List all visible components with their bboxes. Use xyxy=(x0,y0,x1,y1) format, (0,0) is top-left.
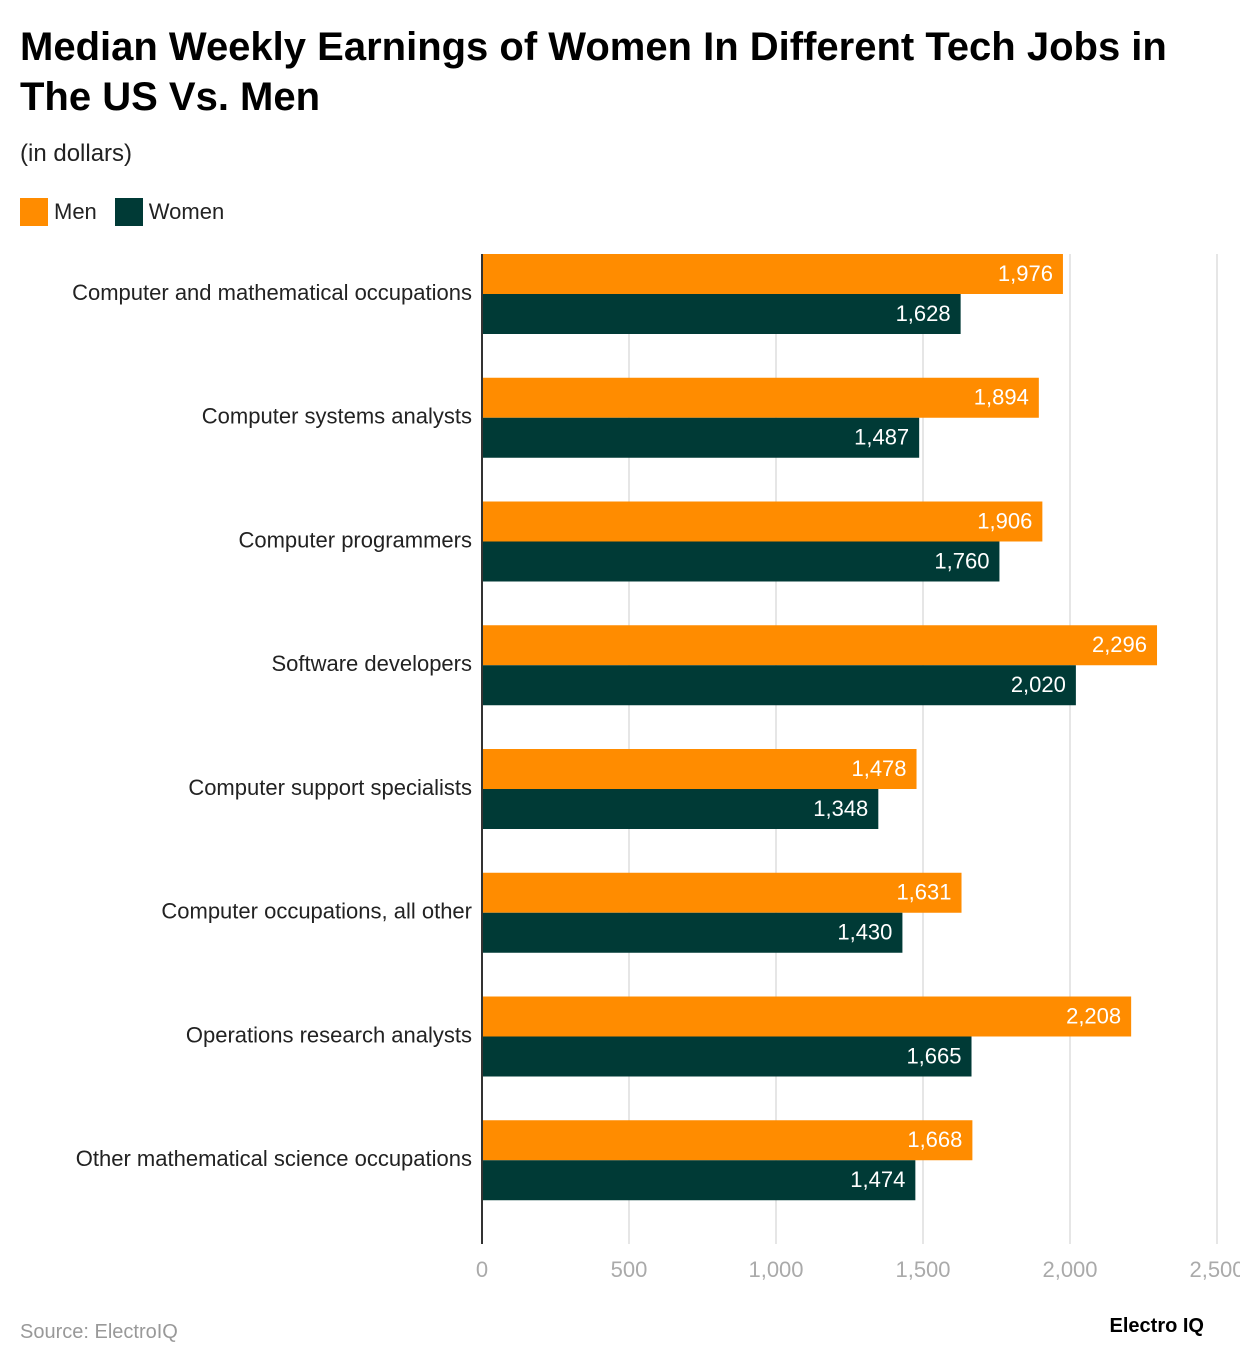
bar xyxy=(482,377,1039,418)
bar xyxy=(482,1120,973,1161)
bar xyxy=(482,872,962,913)
y-tick-label: Computer and mathematical occupations xyxy=(72,280,472,305)
bar xyxy=(482,912,903,953)
value-label: 1,430 xyxy=(837,920,892,945)
y-tick-label: Computer systems analysts xyxy=(202,404,472,429)
bar xyxy=(482,254,1063,294)
legend-item: Men xyxy=(20,198,97,226)
bar xyxy=(482,541,1000,582)
y-tick-label: Computer occupations, all other xyxy=(161,899,472,924)
x-tick-label: 2,500 xyxy=(1189,1257,1240,1282)
bar xyxy=(482,1036,972,1077)
legend: Men Women xyxy=(20,198,224,226)
value-label: 1,487 xyxy=(854,425,909,450)
value-label: 1,906 xyxy=(977,508,1032,533)
bar xyxy=(482,417,920,458)
x-tick-label: 2,000 xyxy=(1042,1257,1097,1282)
value-label: 1,631 xyxy=(896,880,951,905)
bar xyxy=(482,625,1158,666)
value-label: 1,894 xyxy=(974,385,1029,410)
value-label: 1,628 xyxy=(896,301,951,326)
bar xyxy=(482,749,917,789)
bar xyxy=(482,996,1132,1037)
x-tick-label: 1,000 xyxy=(748,1257,803,1282)
x-tick-label: 1,500 xyxy=(895,1257,950,1282)
chart-subtitle: (in dollars) xyxy=(20,140,133,167)
x-tick-label: 500 xyxy=(611,1257,648,1282)
y-tick-label: Operations research analysts xyxy=(186,1022,472,1047)
chart: 0 500 1,000 1,500 2,000 2,500 Computer and mat… xyxy=(72,254,1240,1282)
value-label: 1,668 xyxy=(907,1127,962,1152)
chart-title: Median Weekly Earnings of Women In Diffe… xyxy=(20,25,1167,119)
bar xyxy=(482,294,961,334)
brand: Electro IQ xyxy=(1109,1315,1204,1337)
y-tick-label: Other mathematical science occupations xyxy=(76,1146,472,1171)
value-label: 1,976 xyxy=(998,261,1053,286)
bar xyxy=(482,789,879,829)
bar xyxy=(482,665,1076,706)
x-tick-label: 0 xyxy=(476,1257,488,1282)
bar xyxy=(482,1160,916,1201)
y-tick-label: Computer programmers xyxy=(238,527,472,552)
source: Source: ElectroIQ xyxy=(20,1321,178,1343)
y-tick-label: Computer support specialists xyxy=(188,775,472,800)
value-label: 1,478 xyxy=(851,756,906,781)
bar xyxy=(482,501,1043,542)
value-label: 1,665 xyxy=(906,1043,961,1068)
legend-swatch xyxy=(114,198,143,226)
legend-item: Women xyxy=(114,198,225,226)
value-label: 2,208 xyxy=(1066,1003,1121,1028)
value-label: 1,474 xyxy=(850,1167,905,1192)
legend-label: Men xyxy=(54,199,97,224)
value-label: 1,760 xyxy=(934,548,989,573)
value-label: 1,348 xyxy=(813,796,868,821)
legend-label: Women xyxy=(148,199,225,224)
value-label: 2,020 xyxy=(1011,672,1066,697)
legend-swatch xyxy=(20,198,48,226)
y-tick-label: Software developers xyxy=(271,651,472,676)
value-label: 2,296 xyxy=(1092,632,1147,657)
